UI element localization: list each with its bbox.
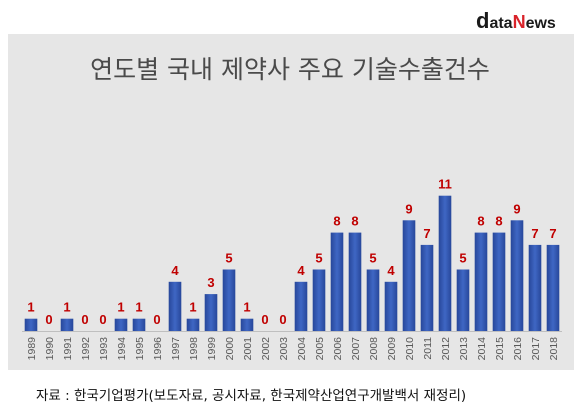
bar xyxy=(186,318,200,331)
bar-data-label: 7 xyxy=(531,226,538,241)
bar-data-label: 1 xyxy=(117,300,124,315)
bar xyxy=(294,281,308,331)
x-tick-label: 2009 xyxy=(386,337,398,361)
bar xyxy=(366,269,380,331)
x-tick-label: 1998 xyxy=(188,337,200,361)
bar-data-label: 0 xyxy=(279,312,286,327)
x-tick-label: 1991 xyxy=(62,337,74,361)
x-tick-label: 1996 xyxy=(152,337,164,361)
bar-data-label: 9 xyxy=(405,201,412,216)
bar xyxy=(132,318,146,331)
bar-data-label: 1 xyxy=(189,300,196,315)
x-tick-label: 2005 xyxy=(314,337,326,361)
bar xyxy=(402,220,416,331)
bar-data-label: 5 xyxy=(315,251,322,266)
x-tick-label: 2010 xyxy=(404,337,416,361)
bar-data-label: 5 xyxy=(225,251,232,266)
x-tick-label: 2015 xyxy=(494,337,506,361)
x-tick-label: 2004 xyxy=(296,337,308,361)
bar-data-label: 4 xyxy=(387,263,395,278)
bar xyxy=(330,232,344,331)
chart-title: 연도별 국내 제약사 주요 기술수출건수 xyxy=(90,55,490,84)
bar xyxy=(384,281,398,331)
bar-data-label: 8 xyxy=(477,214,484,229)
bar-data-label: 0 xyxy=(99,312,106,327)
bar-data-label: 5 xyxy=(369,251,376,266)
bar xyxy=(204,294,218,331)
x-tick-label: 1993 xyxy=(98,337,110,361)
x-tick-label: 2001 xyxy=(242,337,254,361)
x-tick-label: 2002 xyxy=(260,337,272,361)
bar xyxy=(168,281,182,331)
bar-data-label: 1 xyxy=(27,300,34,315)
x-tick-label: 2011 xyxy=(422,337,434,360)
x-tick-label: 2003 xyxy=(278,337,290,361)
bar-data-label: 1 xyxy=(135,300,142,315)
x-tick-label: 2008 xyxy=(368,337,380,361)
bar xyxy=(546,244,560,331)
bar-data-label: 4 xyxy=(297,263,305,278)
bar xyxy=(312,269,326,331)
x-tick-label: 1997 xyxy=(170,337,182,361)
bar-data-label: 0 xyxy=(81,312,88,327)
bar xyxy=(474,232,488,331)
bar xyxy=(60,318,74,331)
x-tick-label: 1994 xyxy=(116,337,128,361)
logo-d-letter: d xyxy=(476,8,490,33)
bar-data-label: 11 xyxy=(438,177,452,192)
logo-n-letter: N xyxy=(512,12,526,32)
x-tick-label: 1990 xyxy=(44,337,56,361)
bar xyxy=(528,244,542,331)
bar-data-label: 7 xyxy=(549,226,556,241)
bar xyxy=(222,269,236,331)
bar xyxy=(510,220,524,331)
bar-data-label: 0 xyxy=(45,312,52,327)
x-tick-label: 1992 xyxy=(80,337,92,361)
x-tick-label: 2007 xyxy=(350,337,362,361)
x-tick-label: 1989 xyxy=(26,337,38,361)
bar-data-label: 1 xyxy=(243,300,250,315)
bar-data-label: 8 xyxy=(495,214,502,229)
x-tick-label: 2012 xyxy=(440,337,452,361)
bar xyxy=(492,232,506,331)
bar-data-label: 1 xyxy=(63,300,70,315)
bar-data-label: 5 xyxy=(459,251,466,266)
x-tick-label: 2016 xyxy=(512,337,524,361)
x-tick-label: 2006 xyxy=(332,337,344,361)
bar xyxy=(438,195,452,331)
source-note: 자료 : 한국기업평가(보도자료, 공시자료, 한국제약산업연구개발백서 재정리… xyxy=(36,388,467,404)
x-tick-label: 2017 xyxy=(530,337,542,361)
bar-data-label: 3 xyxy=(207,275,214,290)
x-tick-label: 2014 xyxy=(476,337,488,361)
x-tick-label: 1999 xyxy=(206,337,218,361)
bar-data-label: 7 xyxy=(423,226,430,241)
bar xyxy=(420,244,434,331)
bar xyxy=(114,318,128,331)
logo-ews-text: ews xyxy=(525,15,556,32)
x-tick-label: 2013 xyxy=(458,337,470,361)
bar-data-label: 8 xyxy=(333,214,340,229)
bar xyxy=(240,318,254,331)
bar-data-label: 8 xyxy=(351,214,358,229)
logo-ata-text: ata xyxy=(489,15,513,32)
bar xyxy=(348,232,362,331)
bar-data-label: 9 xyxy=(513,201,520,216)
bar xyxy=(456,269,470,331)
bar-data-label: 0 xyxy=(261,312,268,327)
bar xyxy=(24,318,38,331)
x-tick-label: 1995 xyxy=(134,337,146,361)
bar-data-label: 0 xyxy=(153,312,160,327)
x-tick-label: 2018 xyxy=(548,337,560,361)
bar-data-label: 4 xyxy=(171,263,179,278)
x-tick-label: 2000 xyxy=(224,337,236,361)
datanews-logo: dataNews xyxy=(476,8,572,34)
